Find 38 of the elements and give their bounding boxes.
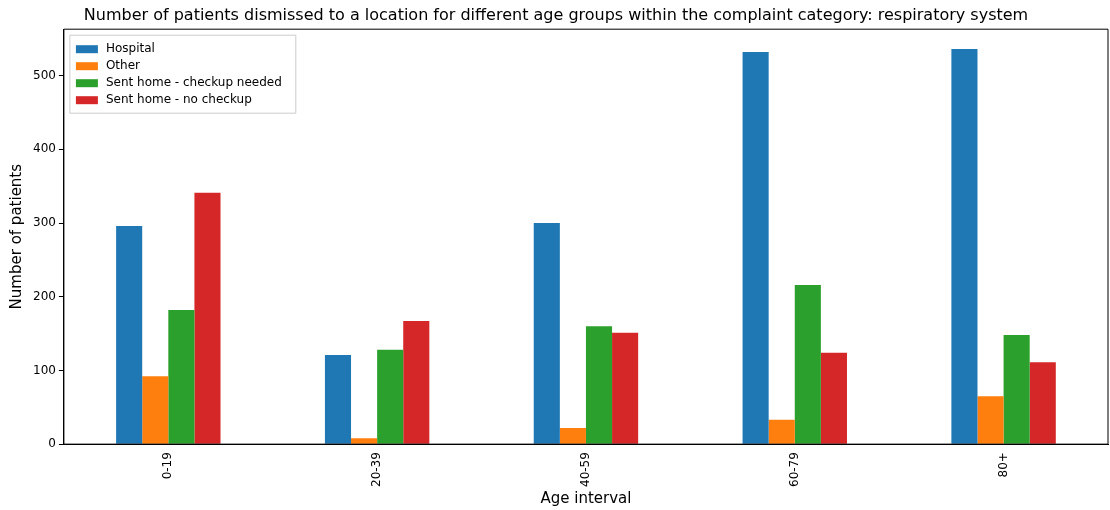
bar xyxy=(324,354,352,444)
x-tick-label: 60-79 xyxy=(786,452,801,488)
y-tick-label: 200 xyxy=(33,288,56,303)
bar xyxy=(351,438,378,444)
bar xyxy=(1003,335,1030,444)
bar xyxy=(559,427,586,444)
x-axis-title: Age interval xyxy=(540,488,632,507)
bar xyxy=(168,310,195,444)
legend-label: Hospital xyxy=(105,41,155,56)
bar xyxy=(951,49,978,444)
bar xyxy=(403,321,430,444)
y-tick-label: 500 xyxy=(33,67,56,82)
bar xyxy=(116,225,143,444)
x-tick-label: 20-39 xyxy=(369,452,384,488)
bar xyxy=(742,52,769,444)
x-tick-label: 80+ xyxy=(995,452,1010,478)
x-tick-label: 0-19 xyxy=(160,452,175,480)
y-tick-label: 300 xyxy=(33,215,56,230)
y-tick-label: 400 xyxy=(33,141,56,156)
y-tick-label: 0 xyxy=(48,436,56,451)
bar xyxy=(794,284,821,444)
y-axis-title: Number of patients xyxy=(6,163,25,310)
chart-title: Number of patients dismissed to a location for different age groups within the complaint category: respiratory system xyxy=(83,4,1029,24)
bar xyxy=(820,352,847,444)
bar xyxy=(768,419,795,444)
bar xyxy=(612,332,639,444)
bar xyxy=(377,349,404,444)
bar xyxy=(1029,362,1056,444)
bar xyxy=(585,326,613,444)
x-tick-label: 40-59 xyxy=(578,452,593,488)
bar xyxy=(142,376,169,444)
bar xyxy=(533,223,560,444)
bar xyxy=(977,396,1004,444)
legend-label: Sent home - checkup needed xyxy=(105,75,282,90)
y-tick-label: 100 xyxy=(33,362,56,377)
legend-label: Other xyxy=(105,58,141,73)
bar xyxy=(194,192,221,444)
legend-label: Sent home - no checkup xyxy=(105,92,252,107)
